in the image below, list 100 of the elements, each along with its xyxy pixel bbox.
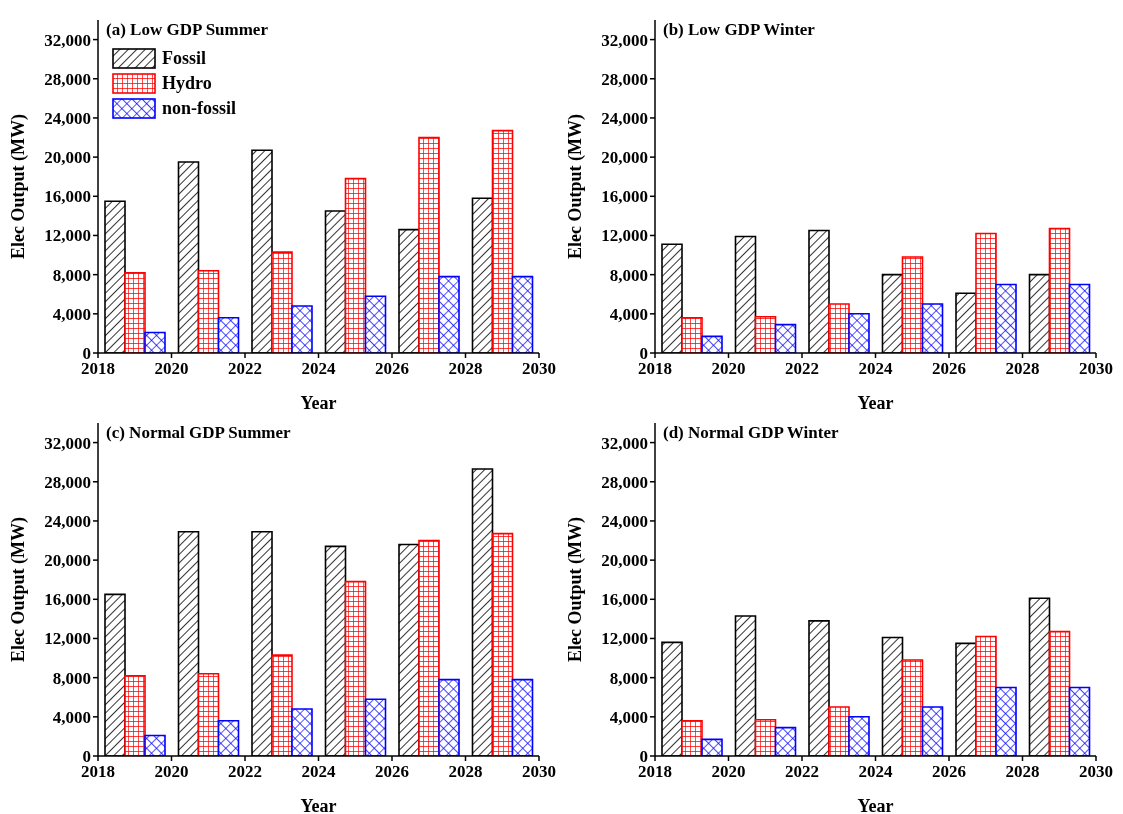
chart-title: (b) Low GDP Winter (663, 20, 815, 40)
y-tick-label: 24,000 (601, 108, 648, 128)
bar (344, 580, 367, 756)
x-tick-label: 2026 (375, 359, 409, 378)
y-tick-label: 24,000 (44, 108, 91, 128)
bar (828, 303, 850, 353)
bar (848, 313, 870, 353)
bar (681, 719, 703, 756)
bar (144, 331, 166, 353)
x-tick-label: 2028 (1005, 359, 1040, 378)
y-axis-title: Elec Output (MW) (8, 114, 30, 259)
y-tick-label: 32,000 (44, 30, 91, 50)
chart-title: (a) Low GDP Summer (106, 20, 268, 40)
bar (975, 635, 997, 756)
bar (124, 271, 146, 353)
bar (1048, 227, 1071, 353)
bar (364, 295, 387, 353)
bar (418, 136, 440, 353)
bar (901, 256, 924, 353)
bar (364, 698, 387, 756)
bar (511, 275, 534, 353)
x-tick-label: 2028 (448, 359, 483, 378)
bar (124, 674, 146, 756)
bar (271, 251, 293, 353)
bar (701, 335, 723, 353)
x-tick-label: 2020 (711, 359, 746, 378)
bar (921, 706, 944, 756)
bar (901, 659, 924, 756)
x-tick-label: 2022 (785, 359, 819, 378)
y-tick-label: 20,000 (601, 148, 648, 168)
x-tick-label: 2024 (858, 359, 893, 378)
y-tick-label: 4,000 (609, 707, 648, 727)
y-tick-label: 28,000 (44, 69, 91, 89)
x-tick-label: 2028 (448, 762, 483, 781)
x-tick-label: 2030 (1079, 359, 1113, 378)
x-tick-label: 2026 (932, 359, 966, 378)
bar (217, 316, 240, 353)
y-tick-label: 32,000 (601, 433, 648, 453)
y-tick-label: 20,000 (44, 148, 91, 168)
y-tick-label: 16,000 (601, 590, 648, 610)
y-tick-label: 4,000 (52, 304, 91, 324)
y-tick-label: 28,000 (601, 69, 648, 89)
x-tick-label: 2022 (228, 762, 262, 781)
bar (1068, 283, 1091, 353)
y-tick-label: 12,000 (601, 226, 648, 246)
y-tick-label: 16,000 (601, 187, 648, 207)
bar (774, 323, 797, 353)
bar (291, 305, 313, 353)
x-tick-label: 2030 (522, 762, 556, 781)
bar (754, 315, 777, 353)
y-axis-title: Elec Output (MW) (565, 114, 587, 259)
chart-title: (d) Normal GDP Winter (663, 423, 839, 443)
bar (774, 726, 797, 756)
bar (491, 532, 514, 756)
x-tick-label: 2026 (932, 762, 966, 781)
x-tick-label: 2020 (154, 762, 189, 781)
x-tick-label: 2024 (301, 359, 336, 378)
x-tick-label: 2024 (858, 762, 893, 781)
bar (197, 269, 220, 353)
bar (438, 678, 460, 756)
x-tick-label: 2026 (375, 762, 409, 781)
x-axis-title: Year (300, 796, 337, 814)
y-tick-label: 16,000 (44, 187, 91, 207)
x-tick-label: 2020 (711, 762, 746, 781)
x-tick-label: 2024 (301, 762, 336, 781)
x-tick-label: 2028 (1005, 762, 1040, 781)
bar (701, 738, 723, 756)
y-tick-label: 24,000 (601, 511, 648, 531)
y-tick-label: 8,000 (52, 265, 91, 285)
bar (1068, 686, 1091, 756)
bar (438, 275, 460, 353)
y-tick-label: 8,000 (609, 668, 648, 688)
y-tick-label: 28,000 (601, 472, 648, 492)
x-axis-title: Year (857, 393, 894, 413)
bar (418, 539, 440, 756)
y-axis-title: Elec Output (MW) (8, 517, 30, 662)
bar (848, 716, 870, 756)
y-tick-label: 4,000 (52, 707, 91, 727)
y-tick-label: 32,000 (601, 30, 648, 50)
bar (995, 686, 1017, 756)
x-axis-title: Year (857, 796, 894, 814)
bar (217, 719, 240, 756)
y-tick-label: 16,000 (44, 590, 91, 610)
bar (144, 734, 166, 756)
bar (921, 303, 944, 353)
y-tick-label: 12,000 (44, 226, 91, 246)
bar (197, 672, 220, 756)
legend-label: non-fossil (162, 98, 237, 119)
y-tick-label: 20,000 (44, 551, 91, 571)
x-tick-label: 2030 (1079, 762, 1113, 781)
x-tick-label: 2020 (154, 359, 189, 378)
y-tick-label: 8,000 (52, 668, 91, 688)
chart-title: (c) Normal GDP Summer (106, 423, 291, 443)
bar (754, 718, 777, 756)
y-tick-label: 12,000 (44, 629, 91, 649)
bar (271, 654, 293, 756)
bar (995, 283, 1017, 353)
bar (1048, 630, 1071, 756)
x-tick-label: 2022 (785, 762, 819, 781)
y-tick-label: 32,000 (44, 433, 91, 453)
